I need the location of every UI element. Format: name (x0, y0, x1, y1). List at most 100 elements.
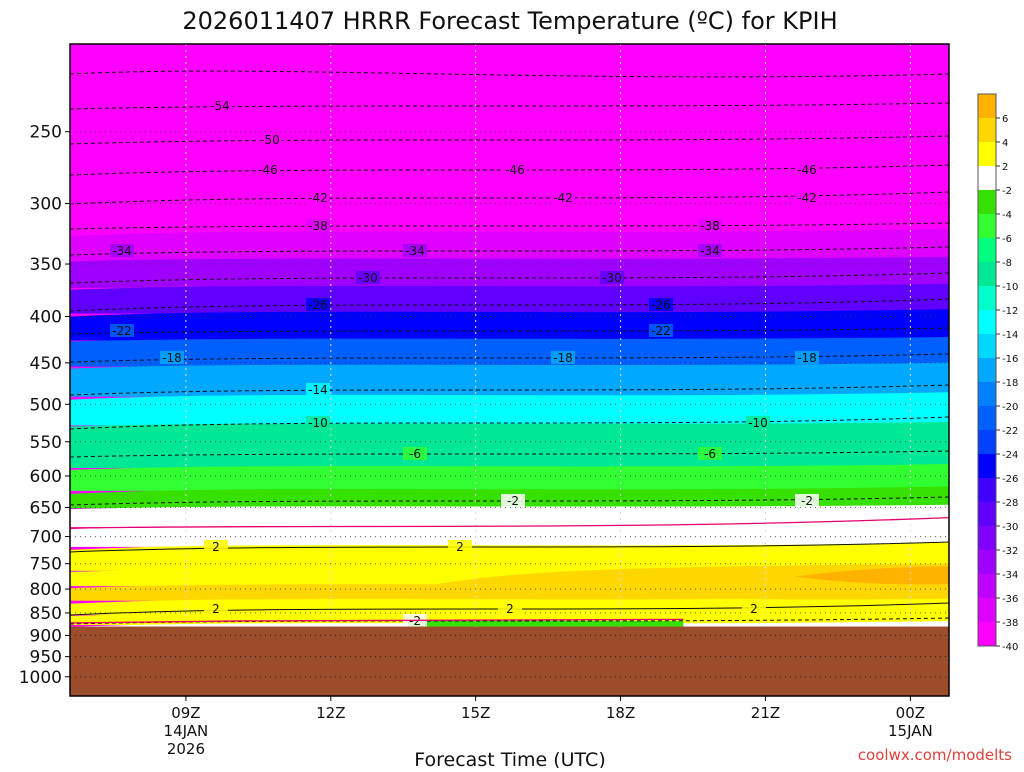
colorbar-swatch (978, 598, 996, 622)
credit-link[interactable]: coolwx.com/modelts (858, 746, 1012, 764)
colorbar-label: -4 (1002, 210, 1012, 221)
colorbar-swatch (978, 454, 996, 478)
colorbar-swatch (978, 142, 996, 166)
contour-label-bg (698, 447, 722, 460)
x-tick-label: 2026 (167, 740, 205, 758)
contour-label: -30 (602, 271, 622, 285)
y-axis: 2503003504004505005506006507007508008509… (19, 123, 70, 688)
contour-label-bg (306, 191, 330, 204)
colorbar-swatch (978, 574, 996, 598)
colorbar-label: -16 (1002, 354, 1018, 365)
contour-label: -6 (409, 447, 421, 461)
contour-label-bg (698, 244, 722, 257)
contour-line (70, 70, 949, 78)
contour-label-bg (306, 416, 330, 429)
temperature-band (70, 79, 949, 118)
contour-label: -34 (405, 244, 425, 258)
y-tick-label: 800 (30, 580, 62, 600)
colorbar-label: -32 (1002, 546, 1018, 557)
contour-label: -18 (553, 351, 573, 365)
contour-line (70, 602, 949, 616)
contour-label-bg (551, 351, 575, 364)
contour-label: -22 (112, 324, 132, 338)
colorbar-label: -36 (1002, 594, 1018, 605)
x-axis-label: Forecast Time (UTC) (414, 749, 605, 768)
colorbar-label: 6 (1002, 114, 1008, 125)
y-tick-label: 350 (30, 255, 62, 275)
colorbar-swatch (978, 94, 996, 118)
y-tick-label: 650 (30, 498, 62, 518)
temperature-band (70, 392, 949, 426)
contour-line (70, 135, 949, 145)
contour-label: -42 (553, 191, 573, 205)
contour-label: -34 (112, 244, 132, 258)
contour-label: -14 (308, 383, 328, 397)
contour-label: -18 (162, 351, 182, 365)
colorbar-swatch (978, 310, 996, 334)
contour-label-bg (795, 494, 819, 507)
colorbar-label: -10 (1002, 282, 1018, 293)
temperature-band (70, 362, 949, 397)
colorbar-swatch (978, 550, 996, 574)
contour-label: -2 (409, 614, 421, 628)
temperature-band (70, 256, 949, 288)
colorbar-swatch (978, 526, 996, 550)
contour-label: -18 (797, 351, 817, 365)
colorbar-label: -40 (1002, 642, 1018, 653)
y-tick-label: 900 (30, 626, 62, 646)
contour-label: 2 (750, 602, 758, 616)
contour-label-bg (746, 416, 770, 429)
contour-line (70, 298, 949, 312)
contour-line (70, 222, 949, 230)
contour-label-bg (403, 244, 427, 257)
contour-label-bg (448, 540, 472, 553)
colorbar-label: -34 (1002, 570, 1018, 581)
y-tick-label: 850 (30, 604, 62, 624)
contour-label: -46 (797, 163, 817, 177)
temperature-band (70, 309, 949, 341)
y-tick-label: 250 (30, 123, 62, 143)
colorbar-swatch (978, 262, 996, 286)
colorbar-swatch (978, 334, 996, 358)
contour-label-bg (503, 163, 527, 176)
colorbar-label: -22 (1002, 426, 1018, 437)
contour-line (70, 246, 949, 256)
colorbar-label: -26 (1002, 474, 1018, 485)
contour-label-bg (795, 163, 819, 176)
colorbar-swatch (978, 118, 996, 142)
temperature-band (70, 113, 949, 153)
contour-label: -6 (704, 447, 716, 461)
contour-label: -22 (651, 324, 671, 338)
contour-line (70, 102, 949, 110)
freezing-line (70, 618, 684, 624)
colorbar-label: 2 (1002, 162, 1008, 173)
y-tick-label: 300 (30, 194, 62, 214)
contour-label: 2 (506, 602, 514, 616)
colorbar-swatch (978, 622, 996, 646)
colorbar-swatch (978, 406, 996, 430)
y-tick-label: 750 (30, 555, 62, 575)
chart-title: 2026011407 HRRR Forecast Temperature (ºC… (182, 7, 837, 35)
contour-line (70, 450, 949, 458)
contour-label-bg (356, 271, 380, 284)
colorbar-label: -20 (1002, 402, 1018, 413)
y-tick-label: 1000 (19, 668, 62, 688)
contour-label-bg (306, 383, 330, 396)
colorbar-swatch (978, 238, 996, 262)
temperature-band (70, 201, 949, 234)
colorbar-label: -6 (1002, 234, 1012, 245)
colorbar: 6 4 2 -2 -4 -6 -8 -10 -12 -14 -16 -18 -20 -22 -24 -26 -2… (977, 93, 1018, 653)
contour-label: -2 (507, 494, 519, 508)
x-tick-label: 00Z (896, 704, 925, 722)
temperature-band (70, 337, 949, 367)
contour-line (70, 384, 949, 396)
contour-label: -54 (210, 99, 230, 113)
contour-label: 2 (456, 540, 464, 554)
temperature-band (70, 464, 949, 491)
contour-line (70, 272, 949, 284)
plot-area: -54 -50 -46 -46 -46 -42 -42 -42 -38 -38 -34 -34 -34 -… (70, 44, 949, 696)
plot-frame (69, 43, 950, 697)
contour-label-bg (649, 324, 673, 337)
